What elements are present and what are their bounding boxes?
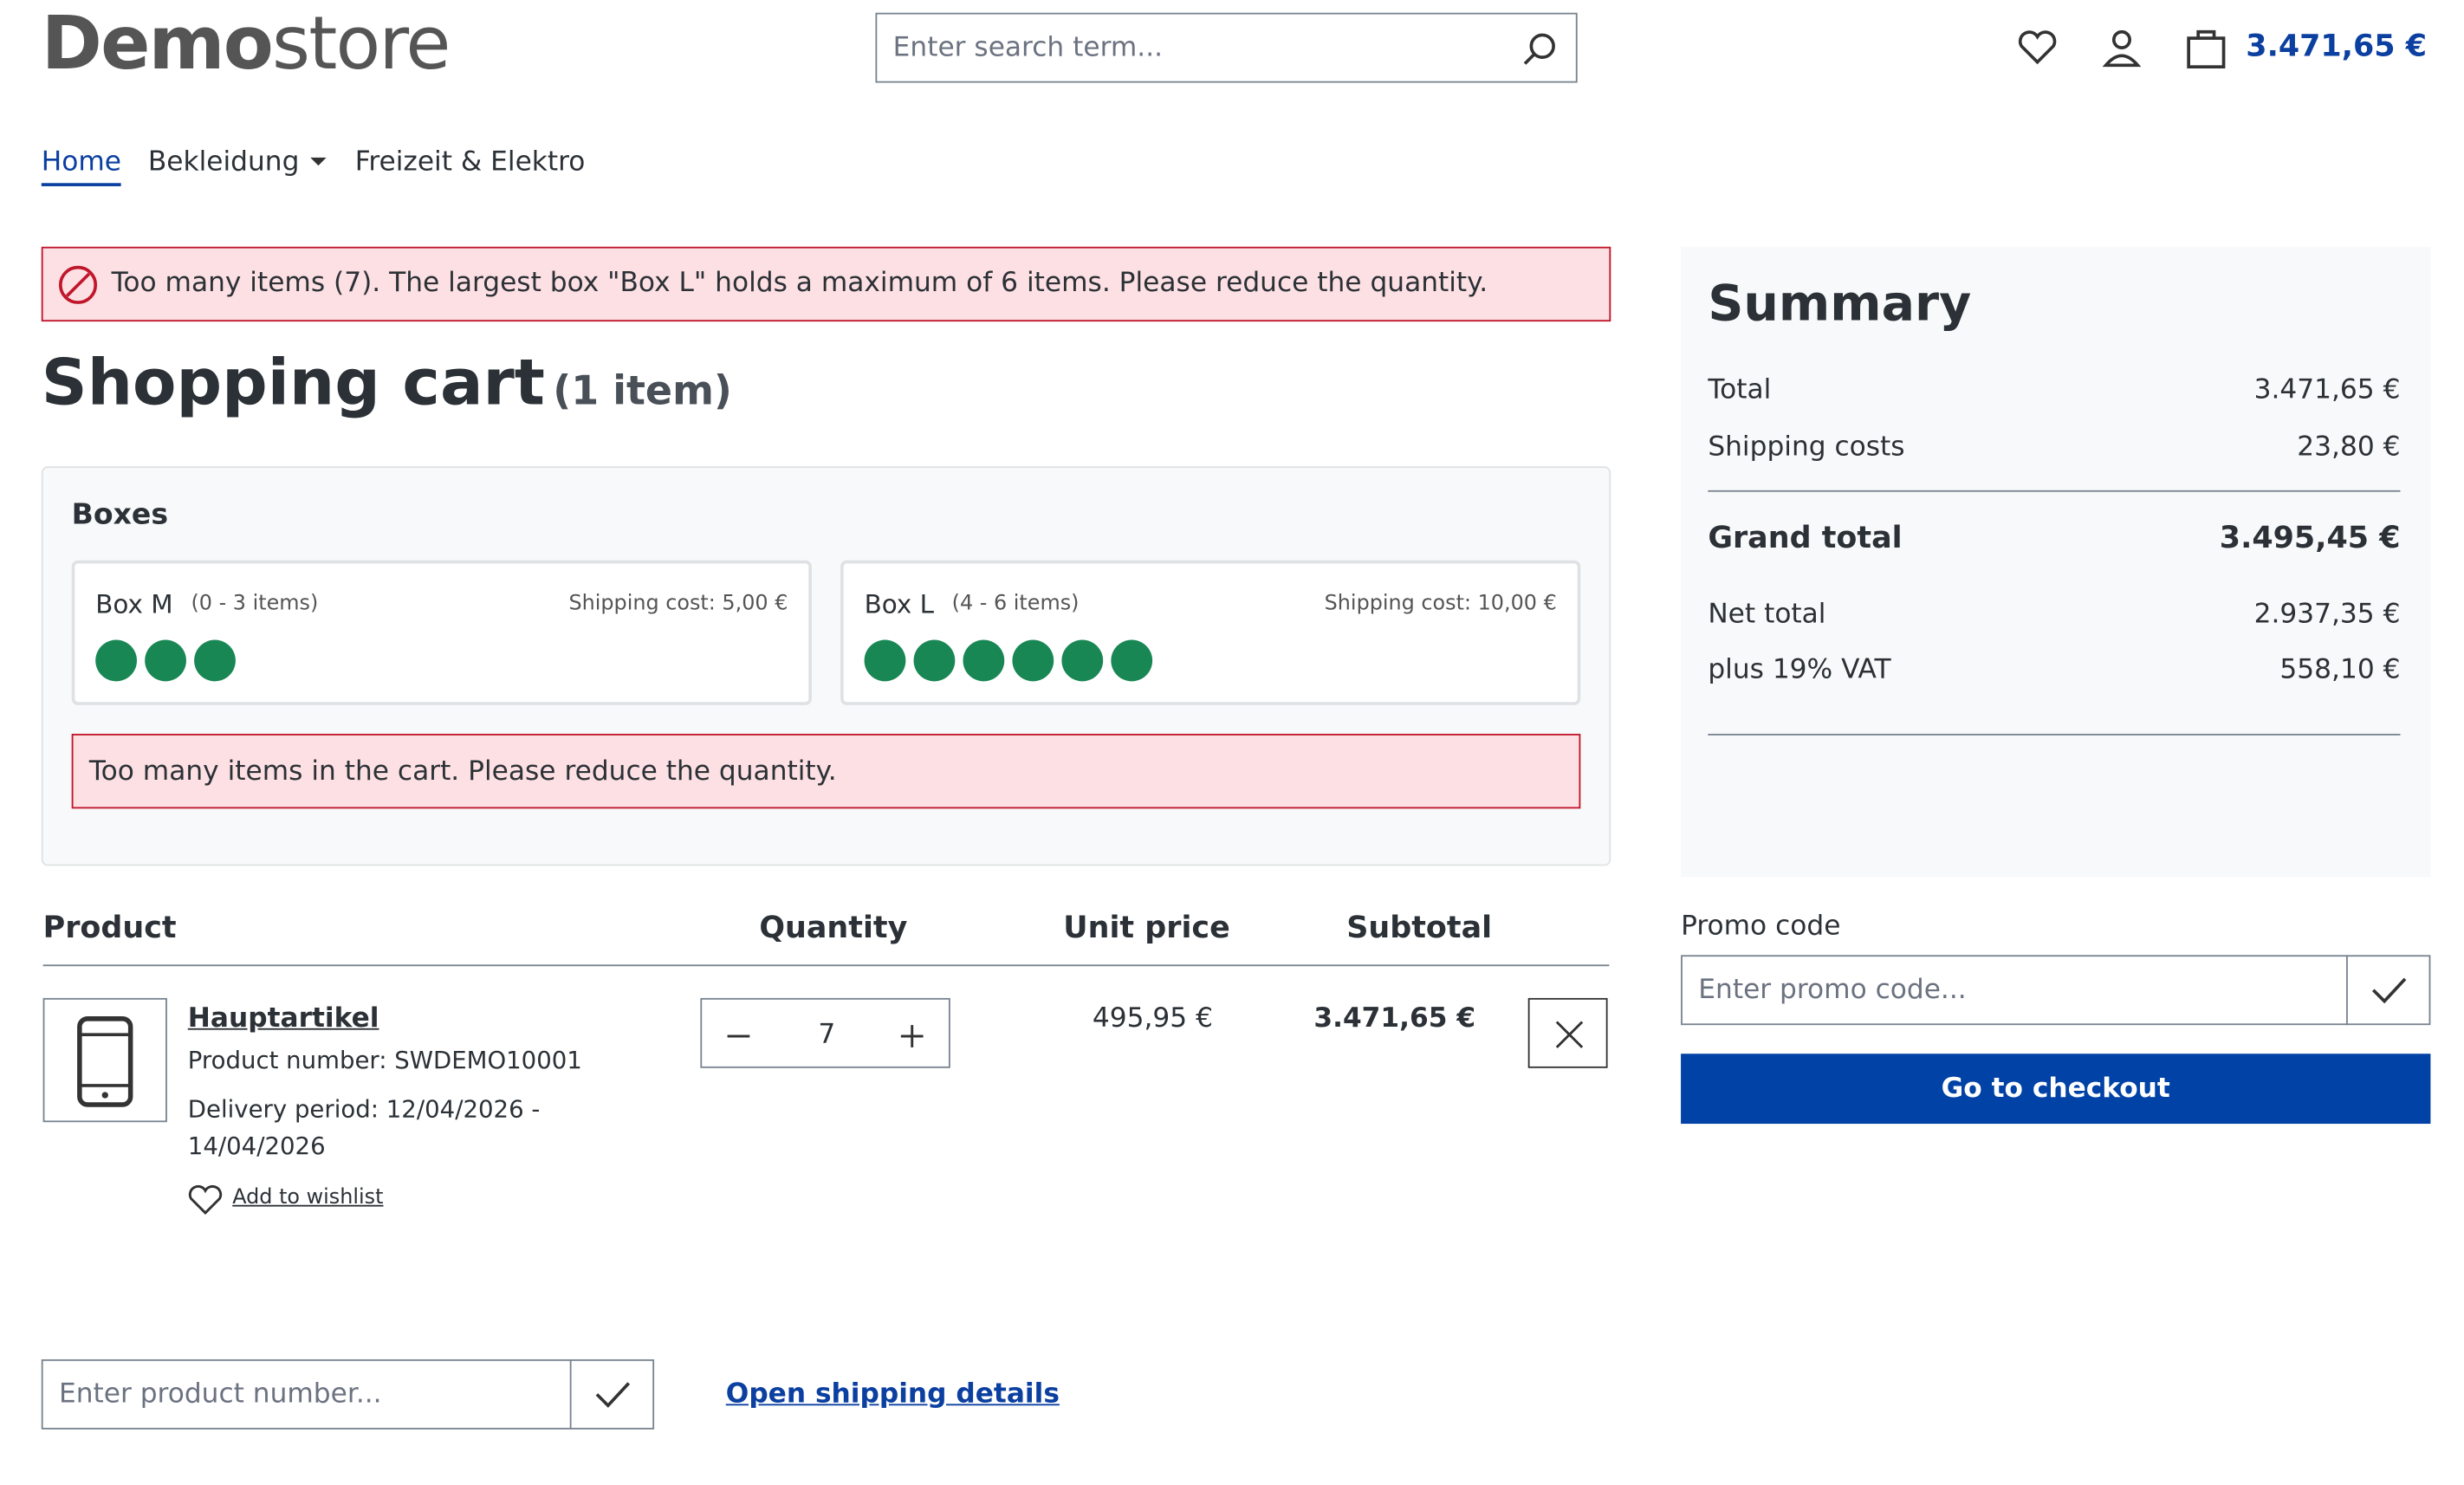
promo-placeholder: Enter promo code... <box>1698 974 1967 1007</box>
table-header: Quantity <box>759 910 908 946</box>
boxes-panel: Boxes Box M (0 - 3 items) Shipping cost:… <box>41 466 1611 866</box>
boxes-error-text: Too many items in the cart. Please reduc… <box>88 755 837 788</box>
wishlist-icon[interactable] <box>188 1184 223 1216</box>
checkout-button[interactable]: Go to checkout <box>1681 1054 2431 1125</box>
checkout-label: Go to checkout <box>1941 1073 2170 1106</box>
divider <box>1708 490 2401 492</box>
summary-value: 23,80 € <box>2297 431 2401 464</box>
box-shipping: Shipping cost: 10,00 € <box>1324 592 1557 616</box>
logo[interactable]: Demostore <box>41 0 451 87</box>
product-number-placeholder: Enter product number... <box>58 1378 382 1410</box>
summary-label: Shipping costs <box>1708 431 1905 464</box>
promo-submit[interactable] <box>2346 955 2430 1026</box>
box-range: (0 - 3 items) <box>191 592 319 616</box>
submit-button[interactable] <box>569 1359 654 1430</box>
table-header: Subtotal <box>1346 910 1493 946</box>
cart-title: Shopping cart <box>41 347 545 421</box>
phone-icon <box>77 1016 133 1107</box>
summary-value: 2.937,35 € <box>2253 598 2401 631</box>
table-header: Product <box>42 910 177 946</box>
summary-label: Net total <box>1708 598 1826 631</box>
search-icon[interactable] <box>1521 30 1559 68</box>
box-card: Box L (4 - 6 items) Shipping cost: 10,00… <box>840 560 1581 705</box>
plus-button[interactable] <box>899 1023 924 1048</box>
promo-label: Promo code <box>1681 910 1841 943</box>
alert-text: Too many items (7). The largest box "Box… <box>111 267 1488 300</box>
search-placeholder: Enter search term... <box>892 31 1164 64</box>
check-icon <box>2371 977 2407 1004</box>
shipping-details-link[interactable]: Open shipping details <box>725 1378 1060 1410</box>
remove-button[interactable] <box>1527 997 1608 1068</box>
nav-link[interactable]: Bekleidung <box>147 146 300 178</box>
cart-icon[interactable] <box>2184 25 2228 69</box>
alert: Too many items (7). The largest box "Box… <box>41 246 1611 322</box>
box-name: Box M <box>95 588 173 619</box>
remove-icon <box>1555 1021 1584 1048</box>
summary-value: 558,10 € <box>2279 654 2401 686</box>
box-dots <box>95 639 243 688</box>
subtotal: 3.471,65 € <box>1313 1002 1476 1035</box>
wishlist-icon[interactable] <box>2017 29 2059 67</box>
divider <box>1708 733 2401 736</box>
boxes-error: Too many items in the cart. Please reduc… <box>71 733 1581 809</box>
cart-total[interactable]: 3.471,65 € <box>2246 29 2427 64</box>
summary-label: Total <box>1708 373 1772 406</box>
unit-price: 495,95 € <box>1092 1002 1213 1035</box>
box-card: Box M (0 - 3 items) Shipping cost: 5,00 … <box>71 560 812 705</box>
logo-bold: Demo <box>41 0 274 87</box>
logo-light: store <box>272 0 451 87</box>
alert-icon <box>58 265 98 304</box>
summary-value: 3.471,65 € <box>2253 373 2401 406</box>
search-input[interactable]: Enter search term... <box>875 12 1578 83</box>
grand-total-value: 3.495,45 € <box>2219 520 2401 556</box>
dropdown-caret <box>310 157 327 166</box>
promo-input[interactable]: Enter promo code... <box>1681 955 2431 1026</box>
wishlist-link[interactable]: Add to wishlist <box>232 1185 384 1210</box>
quantity[interactable]: 7 <box>818 1018 836 1051</box>
table-header: Unit price <box>1063 910 1230 946</box>
box-dots <box>864 639 1161 688</box>
cart-count: (1 item) <box>553 367 732 414</box>
product-number: Product number: SWDEMO10001 <box>187 1046 582 1075</box>
nav-link[interactable]: Home <box>41 146 122 186</box>
summary-panel: Summary Total 3.471,65 € Shipping costs … <box>1681 246 2431 878</box>
cart-heading: Shopping cart (1 item) <box>42 347 732 421</box>
product-name[interactable]: Hauptartikel <box>187 1002 379 1035</box>
summary-title: Summary <box>1708 275 1972 333</box>
box-name: Box L <box>864 588 934 619</box>
box-range: (4 - 6 items) <box>951 592 1080 616</box>
check-icon <box>595 1382 631 1408</box>
grand-total-label: Grand total <box>1708 520 1903 556</box>
quantity-input[interactable]: 7 <box>700 997 950 1068</box>
summary-label: plus 19% VAT <box>1708 654 1891 686</box>
divider <box>42 964 1610 967</box>
nav-link[interactable]: Freizeit & Elektro <box>354 146 586 178</box>
minus-button[interactable] <box>726 1023 751 1048</box>
account-icon[interactable] <box>2101 27 2143 68</box>
product-image[interactable] <box>42 997 167 1123</box>
product-number-input[interactable]: Enter product number... <box>41 1359 655 1430</box>
boxes-title: Boxes <box>71 498 169 532</box>
box-shipping: Shipping cost: 5,00 € <box>568 592 788 616</box>
delivery-period: Delivery period: 12/04/2026 - 14/04/2026 <box>187 1094 541 1161</box>
